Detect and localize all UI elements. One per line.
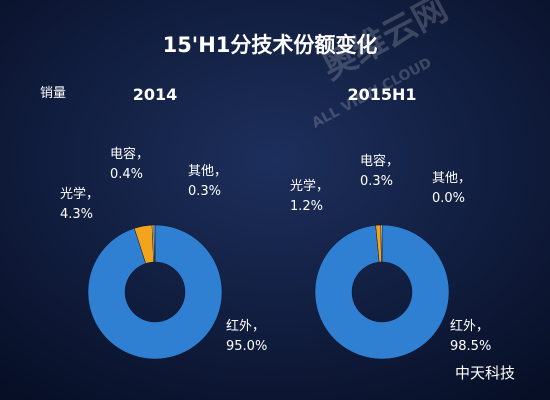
value-label: 0.3%	[188, 184, 221, 199]
chart-title: 2014	[133, 85, 178, 104]
pie-slice	[153, 224, 156, 263]
slice-label: 红外，	[226, 318, 265, 334]
pie-slice	[380, 224, 383, 263]
pie-slice	[87, 224, 223, 360]
chart-title: 2015H1	[347, 85, 416, 104]
value-label: 0.0%	[432, 191, 465, 206]
pie-slice	[314, 224, 450, 360]
slice-label: 电容，	[110, 146, 149, 162]
value-label: 4.3%	[60, 207, 93, 222]
value-label: 0.4%	[110, 167, 143, 182]
value-label: 1.2%	[290, 199, 323, 214]
slice-label: 光学，	[60, 186, 99, 202]
slice-label: 光学，	[290, 178, 329, 194]
value-label: 0.3%	[360, 174, 393, 189]
title: 15'H1分技术份额变化	[163, 33, 378, 57]
slice-label: 其他，	[432, 171, 471, 186]
slice-label: 红外，	[450, 318, 489, 334]
value-label: 98.5%	[450, 339, 491, 354]
slice-label: 电容，	[360, 153, 399, 169]
watermark-text: 中天科技	[455, 364, 515, 382]
slice-label: 其他，	[188, 164, 227, 179]
value-label: 95.0%	[226, 339, 267, 354]
subtitle: 销量	[40, 86, 66, 101]
